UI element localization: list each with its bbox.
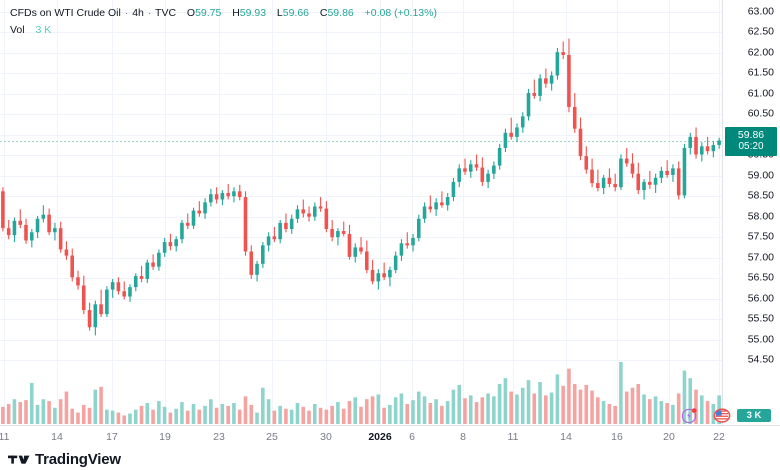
price-tick: 62.50: [747, 25, 774, 38]
time-tick: 25: [266, 431, 278, 443]
price-tick: 54.50: [747, 353, 774, 366]
price-tick: 60.50: [747, 107, 774, 120]
time-tick: 23: [213, 431, 225, 443]
price-tick: 55.50: [747, 312, 774, 325]
time-tick: 11: [507, 431, 519, 443]
time-tick: 30: [320, 431, 332, 443]
volume-axis-badge: 3 K: [737, 409, 771, 422]
tradingview-footer[interactable]: TradingView: [8, 449, 121, 470]
time-tick: 2026: [368, 431, 392, 443]
current-price-badge: 59.86 05:20: [725, 126, 777, 156]
time-tick: 17: [106, 431, 118, 443]
chart-plot-area[interactable]: [0, 0, 722, 425]
flash-alert-button[interactable]: [681, 407, 698, 424]
price-tick: 57.00: [747, 251, 774, 264]
us-flag-icon: [713, 408, 731, 423]
lightning-icon: [681, 408, 697, 424]
price-tick: 58.50: [747, 189, 774, 202]
price-axis[interactable]: 59.86 05:20 3 K 63.00 62.50 62.00 61.50 61.0…: [722, 0, 780, 425]
market-flag-button[interactable]: [713, 407, 731, 424]
tradingview-brand-text: TradingView: [35, 451, 121, 468]
price-tick: 55.00: [747, 333, 774, 346]
tradingview-logo-icon: [8, 455, 30, 464]
price-tick: 61.50: [747, 66, 774, 79]
price-tick: 56.50: [747, 271, 774, 284]
price-tick: 63.00: [747, 5, 774, 18]
time-tick: 22: [713, 431, 725, 443]
time-axis[interactable]: 11 14 17 19 23 25 30 2026 6 8 11 14 16 20 22: [0, 425, 780, 447]
price-tick: 58.00: [747, 210, 774, 223]
price-tick: 59.00: [747, 169, 774, 182]
time-tick: 11: [0, 431, 10, 443]
candlestick-series: [1, 38, 721, 424]
time-tick: 6: [409, 431, 415, 443]
current-price-value: 59.86: [737, 128, 765, 141]
current-price-time: 05:20: [738, 140, 764, 152]
time-tick: 16: [611, 431, 623, 443]
time-tick: 8: [460, 431, 466, 443]
price-tick: 62.00: [747, 46, 774, 59]
price-tick: 57.50: [747, 230, 774, 243]
price-tick: 56.00: [747, 292, 774, 305]
time-tick: 19: [159, 431, 171, 443]
time-tick: 14: [560, 431, 572, 443]
price-tick: 61.00: [747, 87, 774, 100]
time-tick: 20: [663, 431, 675, 443]
time-tick: 14: [51, 431, 63, 443]
